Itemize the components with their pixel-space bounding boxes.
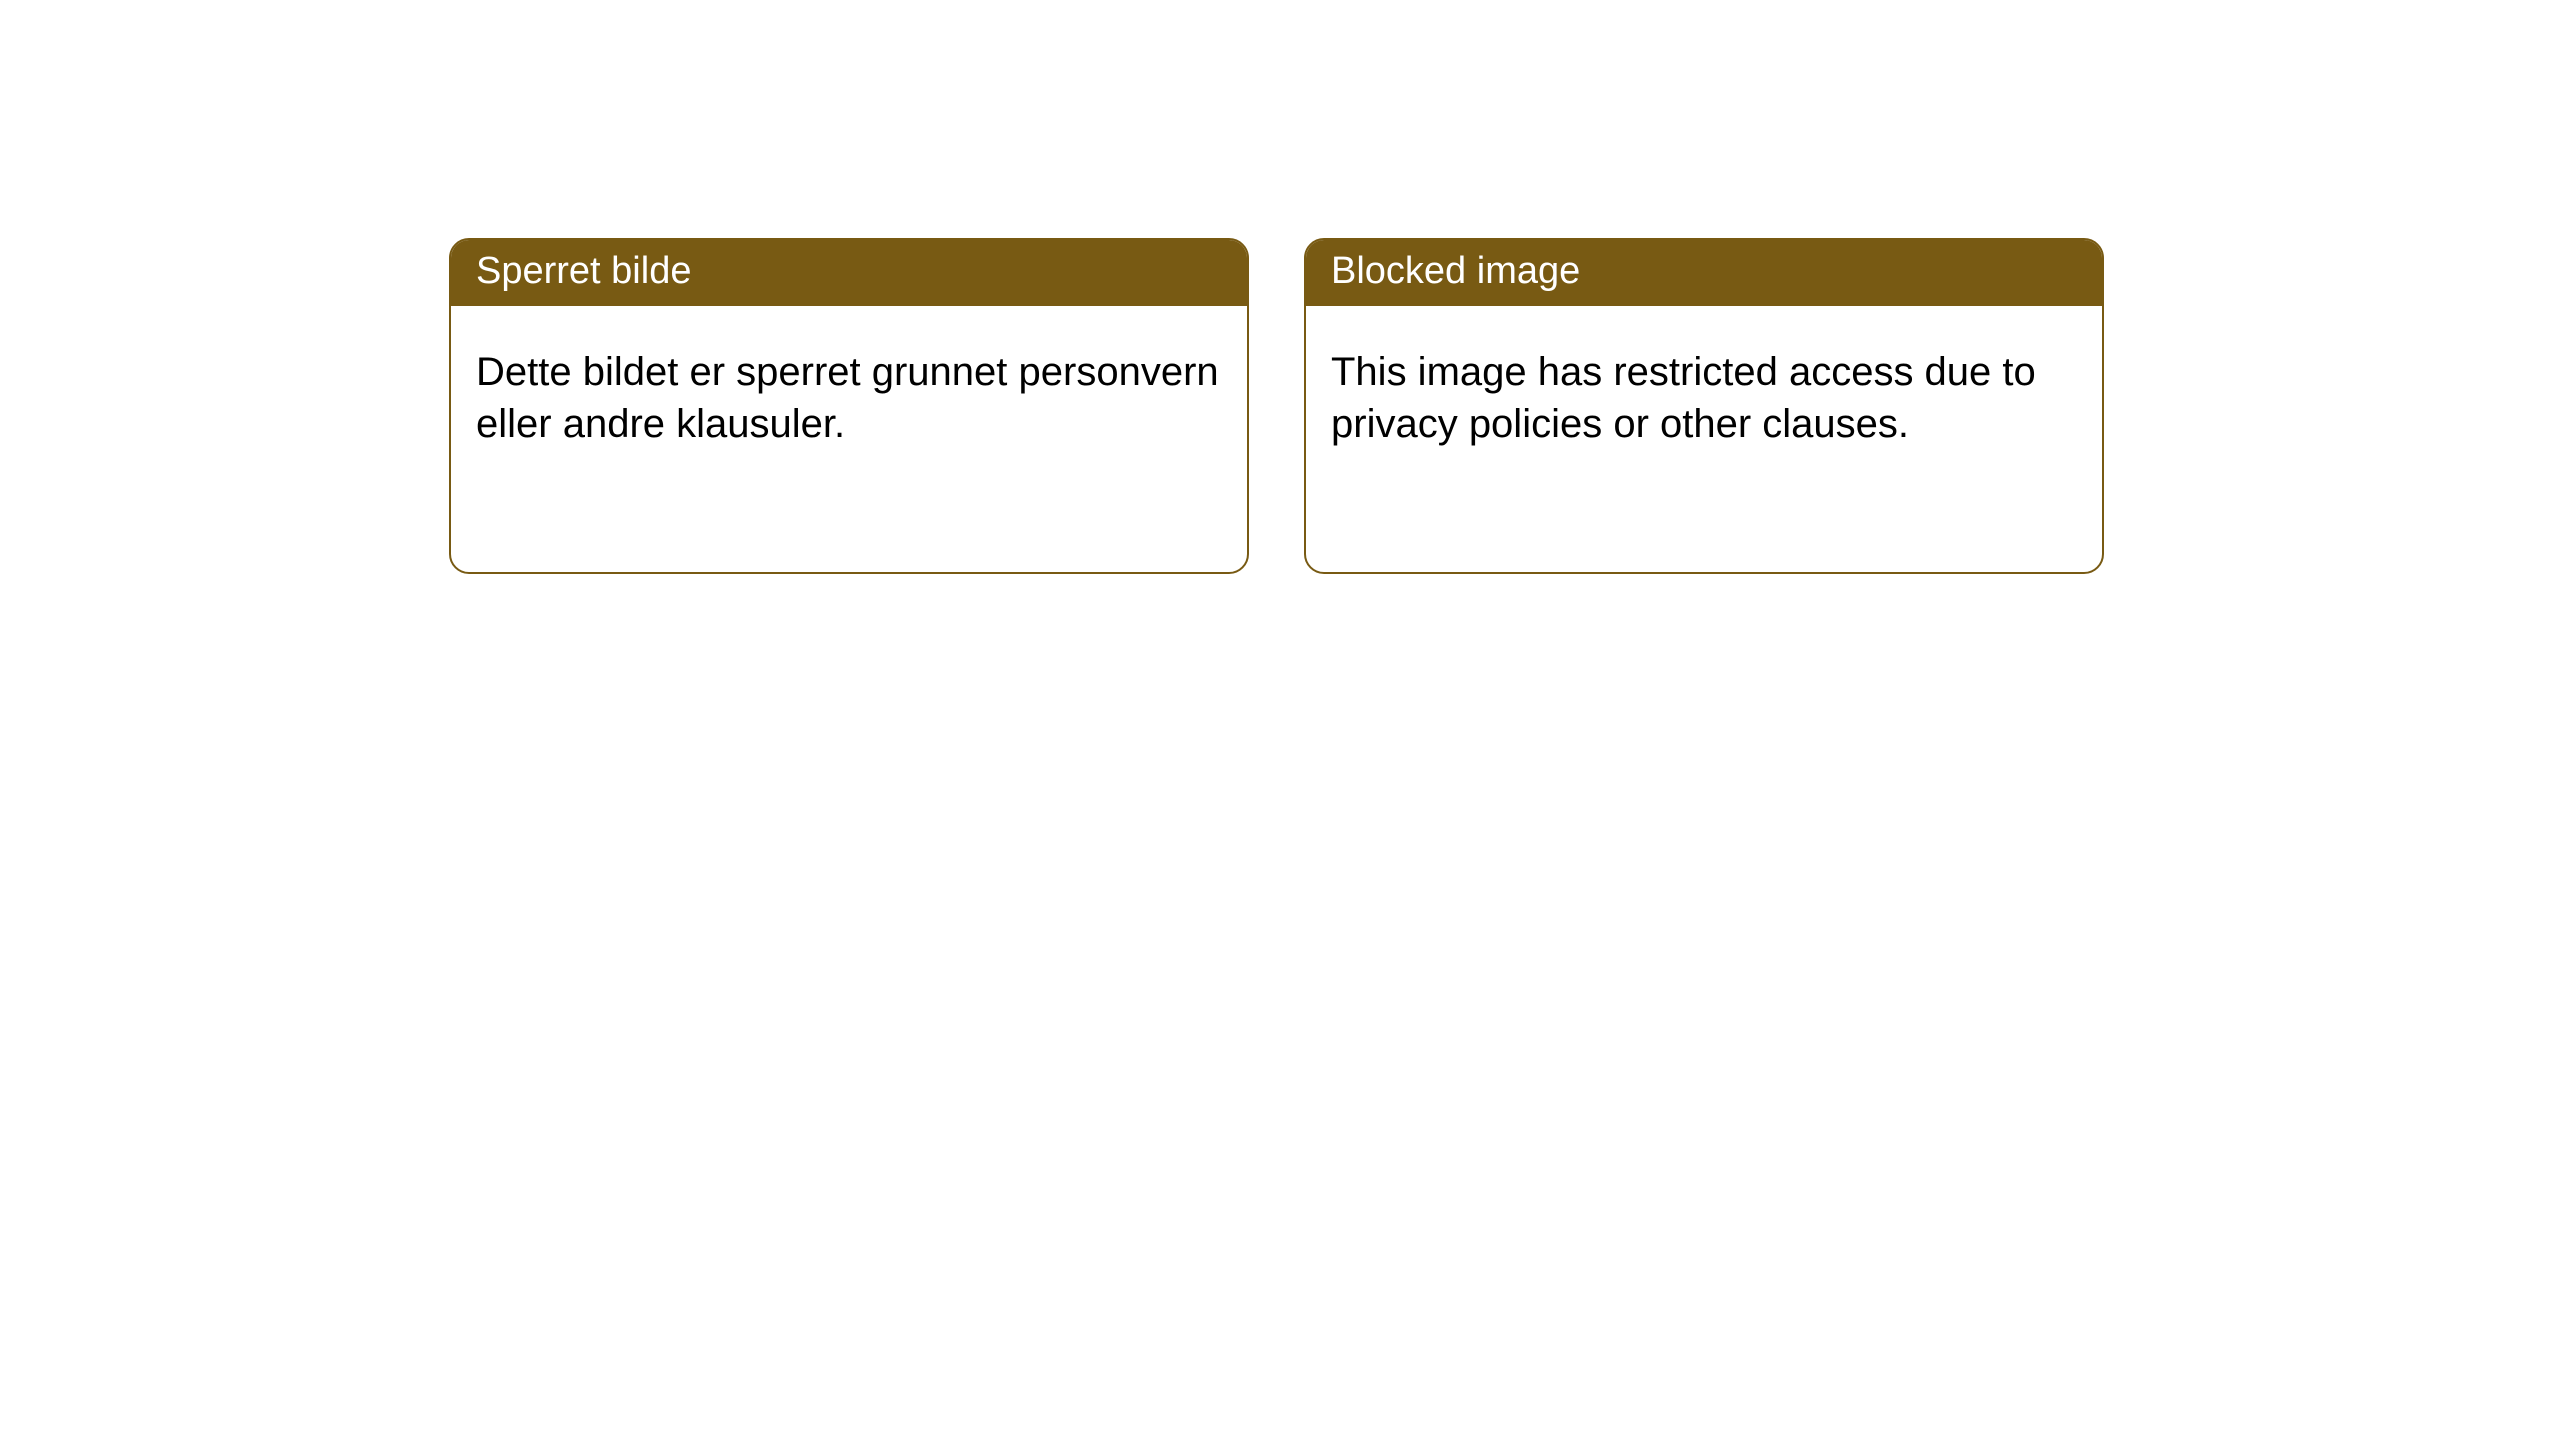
card-body: This image has restricted access due to …	[1306, 306, 2102, 475]
card-title: Sperret bilde	[476, 250, 691, 292]
card-body-text: Dette bildet er sperret grunnet personve…	[476, 350, 1219, 446]
card-title: Blocked image	[1331, 250, 1580, 292]
blocked-image-card-english: Blocked image This image has restricted …	[1304, 238, 2104, 574]
card-header: Sperret bilde	[451, 240, 1247, 306]
blocked-image-card-norwegian: Sperret bilde Dette bildet er sperret gr…	[449, 238, 1249, 574]
card-body: Dette bildet er sperret grunnet personve…	[451, 306, 1247, 475]
card-body-text: This image has restricted access due to …	[1331, 350, 2036, 446]
notice-cards-container: Sperret bilde Dette bildet er sperret gr…	[449, 238, 2560, 574]
card-header: Blocked image	[1306, 240, 2102, 306]
